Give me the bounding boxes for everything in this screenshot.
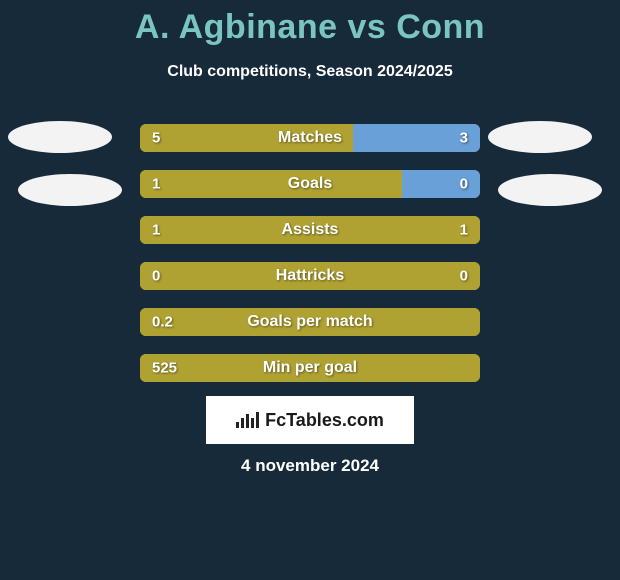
subtitle: Club competitions, Season 2024/2025 xyxy=(0,63,620,81)
stat-bar-left-fill xyxy=(140,308,480,336)
stat-bar: Goals per match0.2 xyxy=(140,308,480,336)
left-player-avatar xyxy=(8,121,112,153)
comparison-infographic: A. Agbinane vs Conn Club competitions, S… xyxy=(0,0,620,580)
stat-bar-right-fill xyxy=(402,170,480,198)
stat-bar-left-fill xyxy=(140,354,480,382)
branding-text: FcTables.com xyxy=(265,410,384,431)
stat-bar: Goals10 xyxy=(140,170,480,198)
page-title: A. Agbinane vs Conn xyxy=(0,8,620,47)
stat-bar: Assists11 xyxy=(140,216,480,244)
stat-bar-left-fill xyxy=(140,170,402,198)
stat-bar: Matches53 xyxy=(140,124,480,152)
chart-bars-icon xyxy=(236,412,259,428)
footer-date: 4 november 2024 xyxy=(0,456,620,476)
stat-bar: Hattricks00 xyxy=(140,262,480,290)
stat-bar: Min per goal525 xyxy=(140,354,480,382)
branding-badge: FcTables.com xyxy=(206,396,414,444)
stat-bar-left-fill xyxy=(140,216,480,244)
left-player-avatar xyxy=(18,174,122,206)
right-player-avatar xyxy=(488,121,592,153)
stat-bar-right-fill xyxy=(353,124,481,152)
stat-bar-left-fill xyxy=(140,262,480,290)
right-player-avatar xyxy=(498,174,602,206)
stat-bar-left-fill xyxy=(140,124,353,152)
